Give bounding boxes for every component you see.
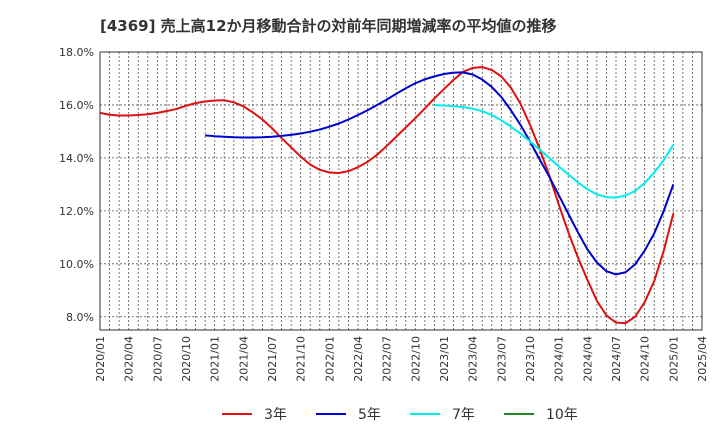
chart-title: [4369] 売上高12か月移動合計の対前年同期増減率の平均値の推移 [100,17,557,35]
x-tick-label: 2024/10 [639,336,652,382]
legend-label-3: 10年 [546,407,578,423]
plot-area [99,51,703,331]
x-tick-label: 2020/04 [123,336,136,382]
y-tick-label: 8.0% [66,311,94,324]
x-axis: 2020/01 2020/04 2020/07 2020/10 2021/01 2021/… [94,336,709,382]
x-tick-label: 2024/01 [553,336,566,382]
y-axis: 8.0% 10.0% 12.0% 14.0% 16.0% 18.0% [59,46,94,324]
y-tick-label: 14.0% [59,152,94,165]
legend-label-0: 3年 [264,407,287,423]
series-line-0 [99,66,675,325]
series-layer [99,66,675,325]
grid-layer [100,52,702,330]
x-tick-label: 2024/07 [610,336,623,382]
x-tick-label: 2022/10 [409,336,422,382]
x-tick-label: 2023/07 [495,336,508,382]
x-tick-label: 2022/07 [381,336,394,382]
y-tick-label: 16.0% [59,99,94,112]
x-tick-label: 2023/04 [467,336,480,382]
x-tick-label: 2023/01 [438,336,451,382]
x-tick-label: 2024/04 [581,336,594,382]
y-tick-label: 12.0% [59,205,94,218]
x-tick-label: 2020/07 [151,336,164,382]
x-tick-label: 2020/01 [94,336,107,382]
x-tick-label: 2021/04 [237,336,250,382]
x-tick-label: 2021/07 [266,336,279,382]
legend-label-1: 5年 [358,407,381,423]
x-tick-label: 2023/10 [524,336,537,382]
x-tick-label: 2021/10 [295,336,308,382]
legend-label-2: 7年 [452,407,475,423]
x-tick-label: 2022/01 [323,336,336,382]
x-tick-label: 2021/01 [209,336,222,382]
x-tick-label: 2020/10 [180,336,193,382]
x-tick-label: 2025/04 [696,336,709,382]
y-tick-label: 10.0% [59,258,94,271]
x-tick-label: 2022/04 [352,336,365,382]
series-line-2 [434,103,675,199]
y-tick-label: 18.0% [59,46,94,59]
x-tick-label: 2025/01 [667,336,680,382]
series-line-1 [205,71,675,276]
legend: 3年 5年 7年 10年 [222,407,578,423]
